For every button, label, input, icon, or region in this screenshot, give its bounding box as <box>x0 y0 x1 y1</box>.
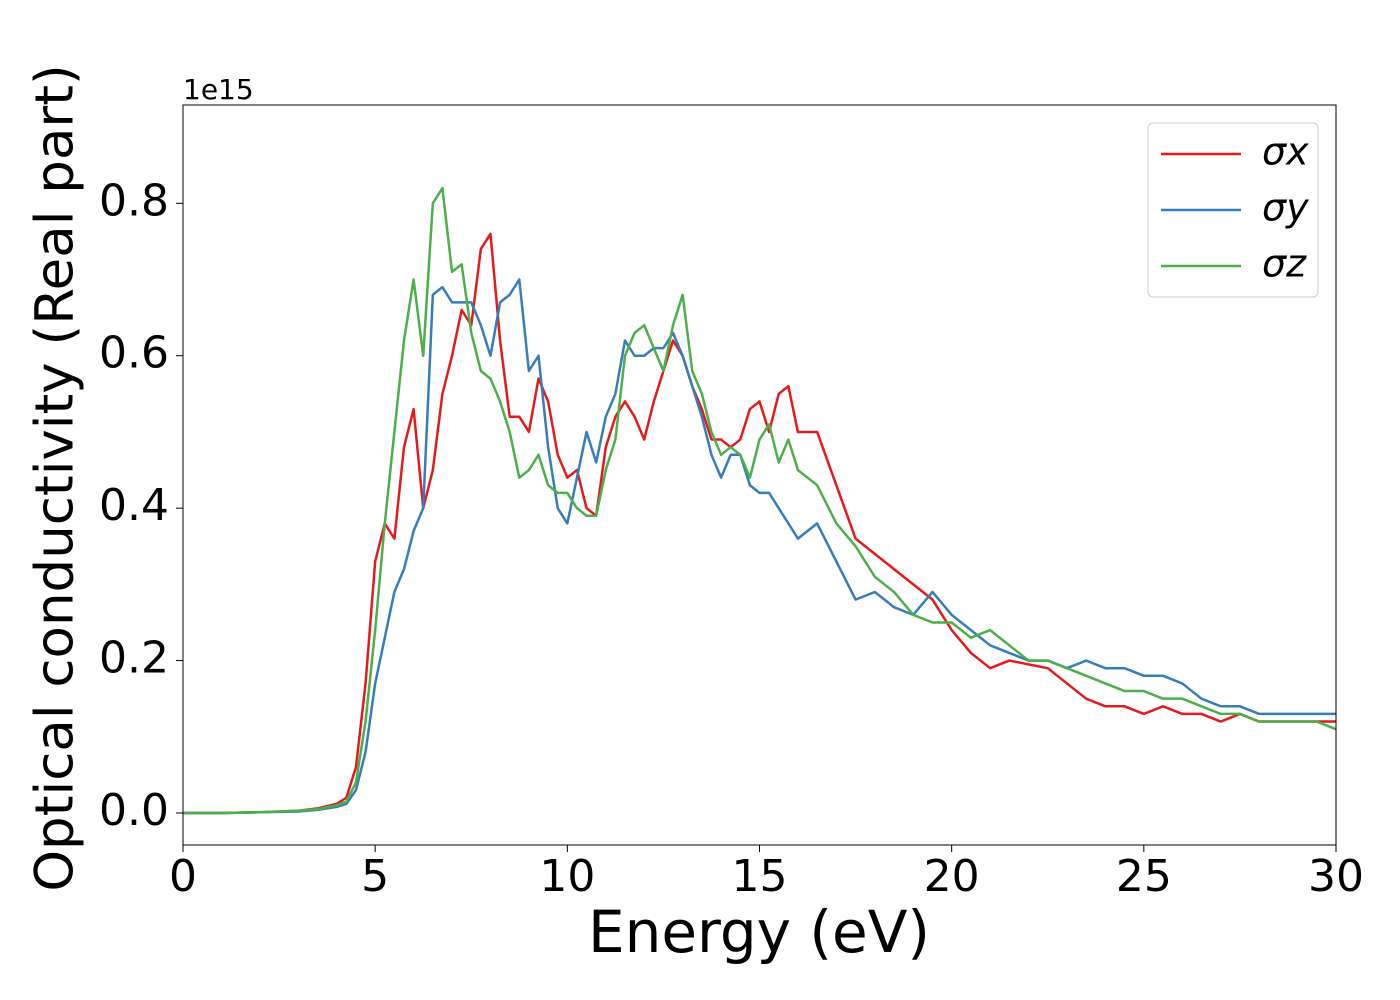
x-tick-label: 25 <box>1116 851 1172 902</box>
x-tick-label: 0 <box>169 851 197 902</box>
x-tick-label: 5 <box>361 851 389 902</box>
legend-label: σy <box>1262 186 1309 230</box>
series-line <box>183 278 1336 815</box>
y-tick-label: 0.2 <box>99 633 169 684</box>
series-line <box>183 232 1336 815</box>
series-line <box>183 186 1336 815</box>
legend-label: σx <box>1262 130 1309 174</box>
y-tick-label: 0.4 <box>99 480 169 531</box>
y-tick-label: 0.8 <box>99 175 169 226</box>
y-axis-label: Optical conductivity (Real part) <box>25 64 86 891</box>
y-tick-label: 0.6 <box>99 328 169 379</box>
x-tick-label: 15 <box>732 851 788 902</box>
plot-frame <box>182 104 1337 846</box>
y-offset-label: 1e15 <box>183 73 254 106</box>
y-tick-label: 0.0 <box>99 785 169 836</box>
legend-label: σz <box>1262 242 1307 286</box>
x-axis-label: Energy (eV) <box>588 898 930 966</box>
x-tick-label: 30 <box>1308 851 1364 902</box>
x-tick-label: 20 <box>924 851 980 902</box>
x-tick-label: 10 <box>539 851 595 902</box>
